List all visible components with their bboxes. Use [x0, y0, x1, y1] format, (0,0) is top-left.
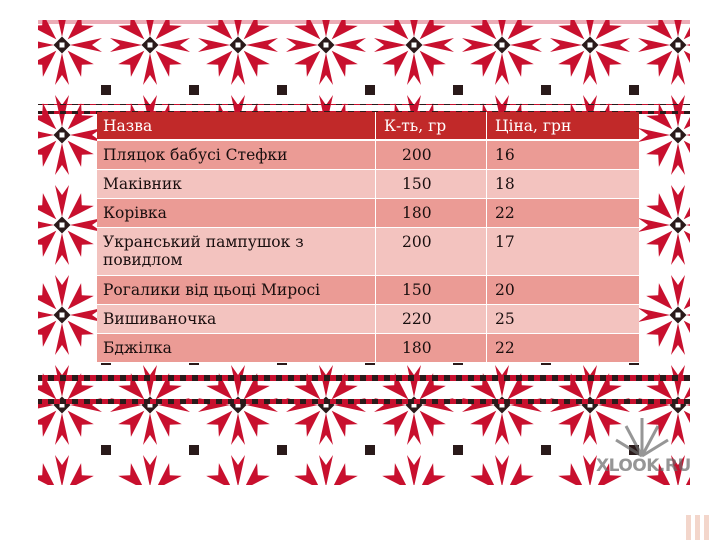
table-row: Бджілка 180 22: [97, 333, 639, 363]
table-row: Маківник 150 18: [97, 169, 639, 199]
slide-corner-decoration: [686, 515, 716, 540]
cell-name: Рогалики від цьоці Миросі: [97, 275, 376, 305]
cell-price: 22: [486, 333, 639, 363]
table-row: Рогалики від цьоці Миросі 150 20: [97, 275, 639, 305]
cell-quantity: 150: [375, 275, 487, 305]
cell-quantity: 200: [375, 140, 487, 170]
cell-name: Укранський пампушок з повидлом: [97, 227, 376, 276]
cell-name: Маківник: [97, 169, 376, 199]
table-row: Пляцок бабусі Стефки 200 16: [97, 140, 639, 170]
cell-quantity: 220: [375, 304, 487, 334]
cell-price: 25: [486, 304, 639, 334]
header-price: Ціна, грн: [486, 112, 639, 141]
table-row: Вишиваночка 220 25: [97, 304, 639, 334]
table-row: Укранський пампушок з повидлом 200 17: [97, 227, 639, 276]
watermark-text: XLOOK.RU: [596, 456, 691, 476]
cell-price: 20: [486, 275, 639, 305]
header-name: Назва: [97, 112, 376, 141]
cell-name: Корівка: [97, 198, 376, 228]
cell-price: 18: [486, 169, 639, 199]
pastry-menu-table: Назва К-ть, гр Ціна, грн Пляцок бабусі С…: [97, 112, 639, 363]
cell-price: 22: [486, 198, 639, 228]
cell-quantity: 180: [375, 333, 487, 363]
cell-name: Вишиваночка: [97, 304, 376, 334]
cell-quantity: 200: [375, 227, 487, 276]
cell-price: 16: [486, 140, 639, 170]
table-row: Корівка 180 22: [97, 198, 639, 228]
cell-quantity: 150: [375, 169, 487, 199]
watermark-logo: XLOOK.RU: [596, 412, 691, 476]
cell-quantity: 180: [375, 198, 487, 228]
watermark-fan-icon: [615, 418, 669, 458]
cell-price: 17: [486, 227, 639, 276]
table-header-row: Назва К-ть, гр Ціна, грн: [97, 112, 639, 141]
header-quantity: К-ть, гр: [375, 112, 487, 141]
cell-name: Пляцок бабусі Стефки: [97, 140, 376, 170]
cell-name: Бджілка: [97, 333, 376, 363]
